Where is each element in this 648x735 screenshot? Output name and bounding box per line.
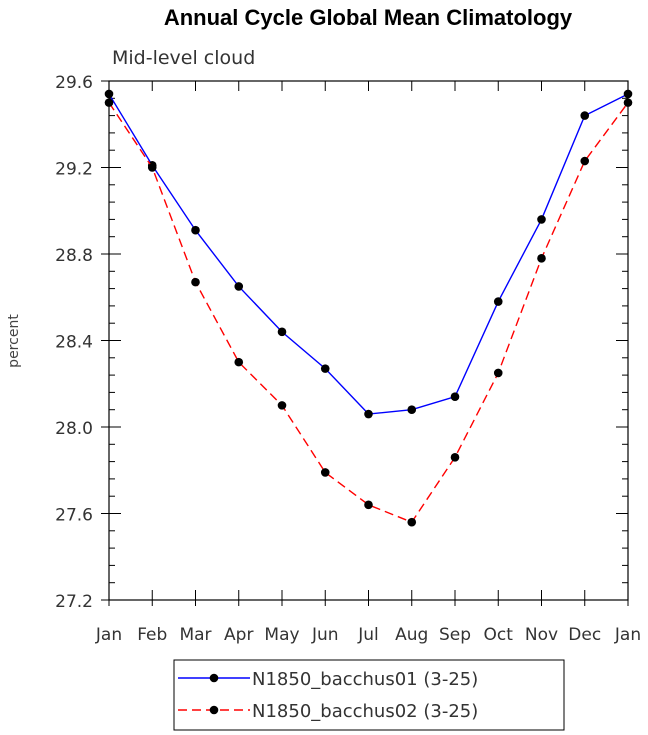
legend-label-2: N1850_bacchus02 (3-25) bbox=[252, 701, 478, 722]
data-point-series-2 bbox=[623, 98, 633, 107]
legend: N1850_bacchus01 (3-25) N1850_bacchus02 (3… bbox=[173, 659, 565, 731]
x-tick-label: Jan bbox=[614, 625, 641, 645]
data-point-series-1 bbox=[623, 89, 633, 99]
x-tick-label: Jul bbox=[357, 625, 379, 645]
y-tick-label: 28.0 bbox=[55, 419, 93, 439]
y-tick-label: 27.2 bbox=[55, 592, 93, 612]
x-tick-label: Dec bbox=[568, 625, 601, 645]
data-point-series-1 bbox=[364, 409, 373, 419]
data-point-series-2 bbox=[104, 98, 114, 107]
x-tick-label: Nov bbox=[525, 625, 558, 645]
y-tick-label: 27.6 bbox=[55, 506, 93, 526]
data-point-series-2 bbox=[407, 517, 417, 527]
series-line-1 bbox=[108, 93, 629, 415]
axes: Jan Feb Mar Apr May Jun Jul Aug Sep Oct Nov Dec Jan2… bbox=[55, 73, 641, 645]
data-point-series-1 bbox=[493, 297, 503, 306]
series-line-2 bbox=[108, 102, 629, 524]
data-point-series-1 bbox=[537, 215, 546, 224]
data-point-series-1 bbox=[277, 327, 287, 337]
data-point-series-2 bbox=[493, 368, 503, 378]
data-point-series-2 bbox=[320, 468, 330, 477]
data-point-series-1 bbox=[407, 405, 417, 415]
data-point-series-1 bbox=[191, 225, 200, 235]
x-tick-label: Jan bbox=[95, 625, 122, 645]
x-tick-label: Apr bbox=[224, 625, 253, 645]
data-point-series-1 bbox=[234, 282, 244, 291]
data-point-series-2 bbox=[537, 254, 546, 263]
x-tick-label: Aug bbox=[395, 625, 428, 645]
x-tick-label: Oct bbox=[484, 625, 514, 645]
x-tick-label: Sep bbox=[439, 625, 471, 645]
y-axis-label: percent bbox=[6, 314, 22, 368]
x-tick-label: May bbox=[264, 625, 299, 645]
data-point-series-2 bbox=[147, 163, 157, 172]
data-point-series-2 bbox=[580, 156, 590, 166]
data-point-series-1 bbox=[104, 89, 114, 99]
x-tick-label: Jun bbox=[311, 625, 339, 645]
data-point-series-1 bbox=[580, 111, 590, 120]
data-point-series-2 bbox=[191, 277, 200, 287]
data-point-series-1 bbox=[320, 364, 330, 373]
legend-marker-2 bbox=[209, 705, 219, 715]
y-tick-label: 29.2 bbox=[55, 160, 93, 180]
data-point-series-1 bbox=[450, 392, 460, 402]
plot-frame bbox=[108, 80, 629, 601]
data-point-series-2 bbox=[277, 401, 287, 410]
y-tick-label: 29.6 bbox=[55, 73, 93, 93]
series-layer bbox=[104, 89, 633, 527]
y-tick-label: 28.8 bbox=[55, 246, 93, 266]
data-point-series-2 bbox=[364, 500, 373, 510]
legend-label-1: N1850_bacchus01 (3-25) bbox=[252, 669, 478, 690]
legend-box bbox=[173, 659, 565, 731]
chart-title: Annual Cycle Global Mean Climatology bbox=[164, 5, 573, 30]
legend-marker-1 bbox=[209, 673, 219, 683]
y-tick-label: 28.4 bbox=[55, 333, 93, 353]
x-tick-label: Feb bbox=[137, 625, 167, 645]
data-point-series-2 bbox=[450, 452, 460, 462]
chart-subtitle: Mid-level cloud bbox=[112, 47, 255, 69]
x-tick-label: Mar bbox=[179, 625, 211, 645]
data-point-series-2 bbox=[234, 357, 244, 367]
